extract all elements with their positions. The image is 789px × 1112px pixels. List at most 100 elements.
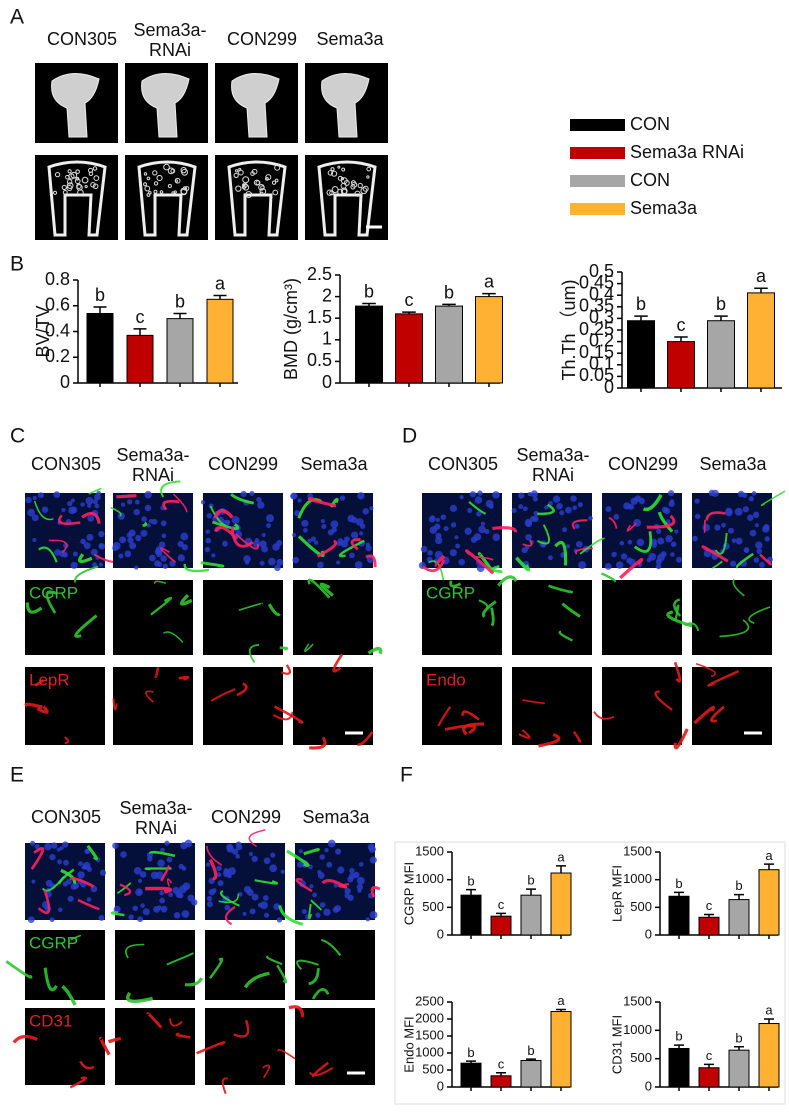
nucleus [470,536,478,543]
nucleus [488,504,494,509]
legend-swatch [570,119,625,131]
stain [619,558,644,580]
column-label: Sema3a [300,454,368,474]
stain [243,971,270,989]
stain [536,524,550,545]
stain [760,490,786,507]
bar [520,1059,542,1088]
nucleus [588,515,593,521]
error-bar [482,292,496,297]
nucleus [762,525,770,533]
nucleus [181,544,188,551]
stain [110,911,125,917]
stain [213,525,238,540]
nucleus [574,523,579,528]
nucleus [435,536,443,545]
column-label: CON305 [31,807,101,827]
y-tick-label: 0 [604,377,614,397]
stain [707,669,740,687]
nucleus [730,560,737,567]
nucleus [764,536,770,542]
nucleus [90,548,98,556]
stain [162,631,184,643]
stain [153,580,167,584]
error-bar [714,315,728,321]
nucleus [307,493,314,499]
trabecula [340,177,348,185]
significance-letter: b [527,873,534,888]
nucleus [83,542,91,550]
stain [332,653,344,673]
y-tick-label: 1000 [415,871,444,886]
stain [370,885,381,898]
y-tick-label: 1500 [415,843,444,858]
stain [30,847,45,870]
y-axis-label: BV/TV [33,305,53,357]
y-tick-label: 0.5 [589,261,614,281]
stain [522,699,545,705]
nucleus [58,907,63,913]
trabecula [148,190,152,195]
bar [475,296,503,384]
stain [295,878,313,893]
nucleus [301,519,309,527]
trabecula [143,172,148,176]
nucleus [518,504,524,510]
significance-letter: b [716,294,726,314]
nucleus [326,861,333,868]
trabecula [259,191,264,196]
nucleus [30,840,36,846]
stain [365,554,377,568]
nucleus [708,489,716,497]
micrograph [25,580,105,655]
nucleus [58,550,66,558]
nucleus [242,911,247,916]
nucleus [164,840,170,846]
nucleus [263,857,271,865]
stain [561,602,581,618]
error-bar [526,888,536,896]
trabecula [255,180,261,186]
nucleus [231,515,240,524]
nucleus [245,560,250,565]
stain [719,619,750,638]
legend-swatch [570,175,625,187]
micrograph [205,1008,285,1085]
micrograph [512,667,592,745]
nucleus [735,537,743,545]
nucleus [86,897,92,902]
nucleus [350,531,359,539]
trabecula [152,170,158,176]
trabecula [184,186,190,191]
y-tick-label: 1.5 [307,307,332,327]
error-bar [674,1044,684,1049]
nucleus [290,492,298,500]
nucleus [160,905,168,913]
significance-letter: a [765,1003,773,1018]
y-tick-label: 1000 [623,1022,652,1037]
stain [208,858,218,881]
nucleus [327,839,336,848]
error-bar [442,303,456,307]
stain-label: CD31 [29,1011,72,1030]
trabecula [245,191,253,199]
trabecula [354,190,361,197]
nucleus [80,502,85,507]
nucleus [155,871,164,880]
nucleus [132,905,139,912]
y-tick-label: 0.05 [579,365,614,385]
nucleus [731,538,737,543]
nucleus [31,514,39,522]
nucleus [148,519,154,524]
nucleus [112,842,119,849]
nucleus [751,491,757,496]
nucleus [135,534,142,542]
y-tick-label: 1500 [623,993,652,1008]
nucleus [154,547,163,556]
nucleus [251,893,259,901]
nucleus [752,511,760,519]
nucleus [297,498,302,503]
stain [735,552,754,569]
trabecula [341,188,348,195]
